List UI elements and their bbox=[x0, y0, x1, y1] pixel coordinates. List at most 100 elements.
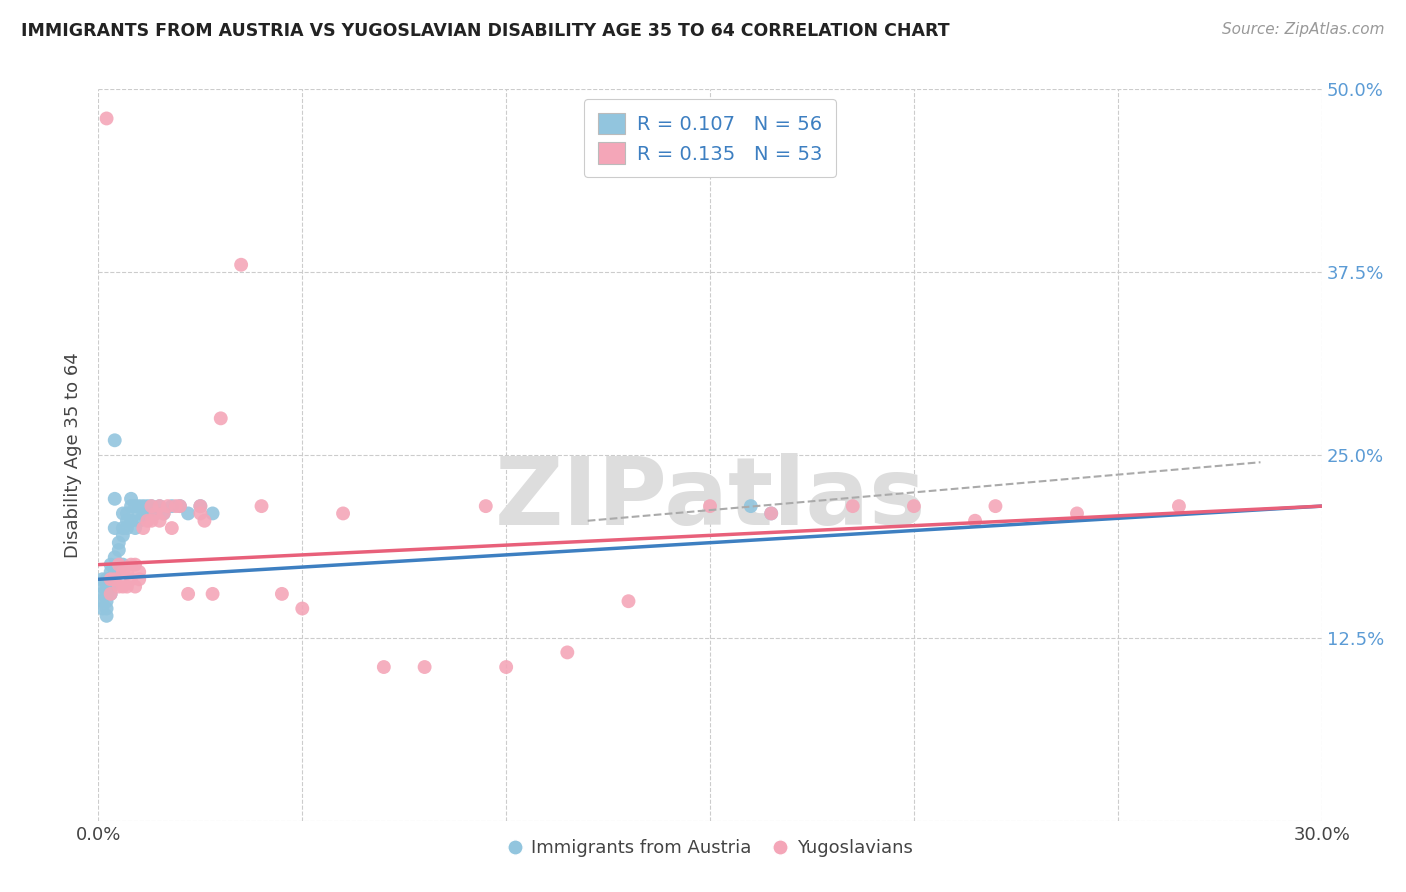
Point bbox=[132, 507, 155, 521]
Point bbox=[104, 434, 127, 448]
Point bbox=[965, 514, 987, 528]
Text: ZIPatlas: ZIPatlas bbox=[495, 453, 925, 545]
Point bbox=[201, 507, 224, 521]
Point bbox=[177, 587, 200, 601]
Point bbox=[96, 594, 118, 608]
Point bbox=[120, 499, 142, 513]
Point bbox=[373, 660, 395, 674]
Point bbox=[128, 572, 150, 586]
Point bbox=[188, 499, 212, 513]
Point bbox=[91, 580, 114, 594]
Point bbox=[96, 587, 118, 601]
Point bbox=[115, 514, 138, 528]
Point bbox=[841, 499, 863, 513]
Point bbox=[495, 660, 517, 674]
Point bbox=[152, 507, 174, 521]
Point bbox=[740, 499, 762, 513]
Point bbox=[699, 499, 721, 513]
Point bbox=[145, 507, 167, 521]
Point bbox=[188, 499, 212, 513]
Point bbox=[124, 499, 146, 513]
Point bbox=[115, 565, 138, 579]
Point bbox=[160, 499, 183, 513]
Point bbox=[169, 499, 191, 513]
Point bbox=[903, 499, 925, 513]
Text: Source: ZipAtlas.com: Source: ZipAtlas.com bbox=[1222, 22, 1385, 37]
Point bbox=[291, 601, 314, 615]
Point bbox=[128, 565, 150, 579]
Point bbox=[120, 572, 142, 586]
Point bbox=[108, 535, 131, 549]
Point bbox=[100, 565, 122, 579]
Point bbox=[128, 514, 150, 528]
Point bbox=[165, 499, 187, 513]
Point bbox=[115, 507, 138, 521]
Point bbox=[104, 565, 127, 579]
Point bbox=[169, 499, 191, 513]
Legend: Immigrants from Austria, Yugoslavians: Immigrants from Austria, Yugoslavians bbox=[499, 830, 921, 866]
Point bbox=[108, 558, 131, 572]
Point bbox=[115, 521, 138, 535]
Point bbox=[100, 572, 122, 586]
Point bbox=[91, 594, 114, 608]
Text: IMMIGRANTS FROM AUSTRIA VS YUGOSLAVIAN DISABILITY AGE 35 TO 64 CORRELATION CHART: IMMIGRANTS FROM AUSTRIA VS YUGOSLAVIAN D… bbox=[21, 22, 949, 40]
Point bbox=[100, 572, 122, 586]
Point bbox=[188, 507, 212, 521]
Point bbox=[96, 601, 118, 615]
Point bbox=[145, 507, 167, 521]
Point bbox=[124, 521, 146, 535]
Point bbox=[96, 608, 118, 623]
Point bbox=[177, 507, 200, 521]
Point bbox=[124, 580, 146, 594]
Point bbox=[761, 507, 783, 521]
Point bbox=[108, 565, 131, 579]
Point bbox=[193, 514, 215, 528]
Point bbox=[104, 491, 127, 506]
Point bbox=[761, 507, 783, 521]
Point bbox=[96, 587, 118, 601]
Point bbox=[474, 499, 498, 513]
Point bbox=[100, 558, 122, 572]
Point bbox=[136, 514, 159, 528]
Point bbox=[141, 514, 163, 528]
Point bbox=[149, 499, 172, 513]
Point bbox=[128, 507, 150, 521]
Point bbox=[96, 580, 118, 594]
Point bbox=[156, 499, 179, 513]
Point bbox=[209, 411, 232, 425]
Point bbox=[111, 507, 134, 521]
Point bbox=[132, 499, 155, 513]
Point bbox=[149, 514, 172, 528]
Point bbox=[111, 565, 134, 579]
Point bbox=[111, 580, 134, 594]
Point bbox=[120, 558, 142, 572]
Point bbox=[136, 499, 159, 513]
Point bbox=[160, 521, 183, 535]
Point bbox=[270, 587, 294, 601]
Point bbox=[111, 521, 134, 535]
Point bbox=[231, 258, 253, 272]
Point bbox=[141, 499, 163, 513]
Point bbox=[100, 587, 122, 601]
Point bbox=[557, 645, 579, 659]
Point bbox=[91, 601, 114, 615]
Point bbox=[120, 491, 142, 506]
Point bbox=[104, 572, 127, 586]
Point bbox=[108, 543, 131, 558]
Point bbox=[96, 572, 118, 586]
Point bbox=[132, 521, 155, 535]
Point bbox=[149, 499, 172, 513]
Point bbox=[111, 558, 134, 572]
Point bbox=[136, 507, 159, 521]
Point bbox=[104, 550, 127, 565]
Point bbox=[108, 558, 131, 572]
Y-axis label: Disability Age 35 to 64: Disability Age 35 to 64 bbox=[65, 352, 83, 558]
Point bbox=[96, 112, 118, 126]
Point bbox=[201, 587, 224, 601]
Point bbox=[104, 521, 127, 535]
Point bbox=[152, 507, 174, 521]
Point bbox=[100, 580, 122, 594]
Point bbox=[128, 499, 150, 513]
Point bbox=[413, 660, 436, 674]
Point bbox=[617, 594, 640, 608]
